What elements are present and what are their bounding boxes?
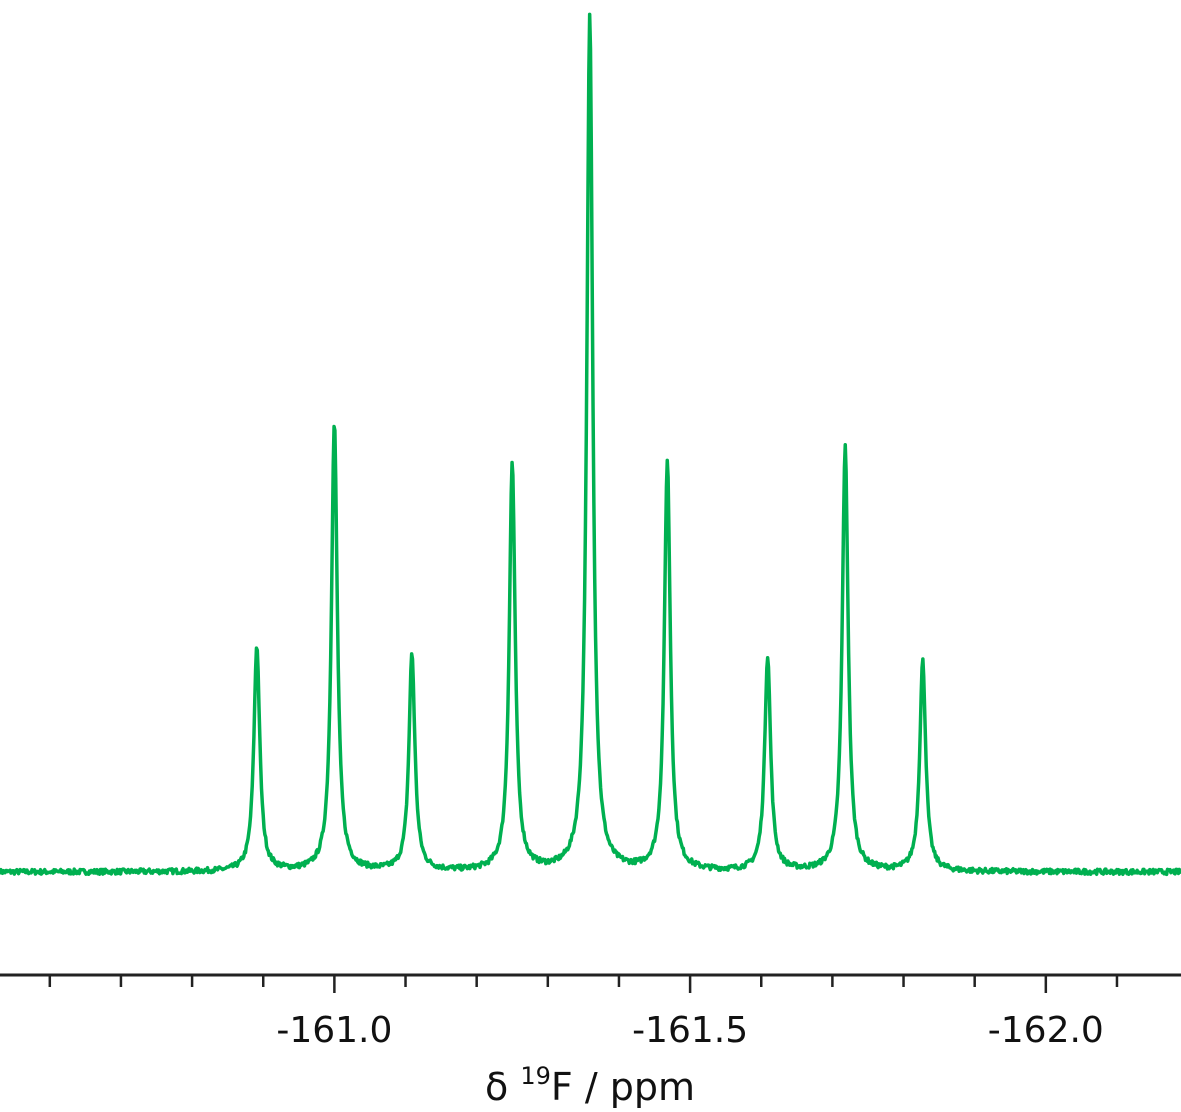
x-tick-label: -162.0: [988, 1010, 1104, 1051]
x-axis-title: δ 19F / ppm: [485, 1062, 695, 1109]
x-axis-tick-labels: -161.0 -161.5 -162.0: [276, 1010, 1104, 1051]
x-axis-ticks: [48, 975, 1119, 993]
x-tick-label: -161.5: [632, 1010, 748, 1051]
plot-area: [0, 12, 1181, 877]
x-tick-label: -161.0: [276, 1010, 392, 1051]
spectrum-line: [0, 12, 1181, 877]
